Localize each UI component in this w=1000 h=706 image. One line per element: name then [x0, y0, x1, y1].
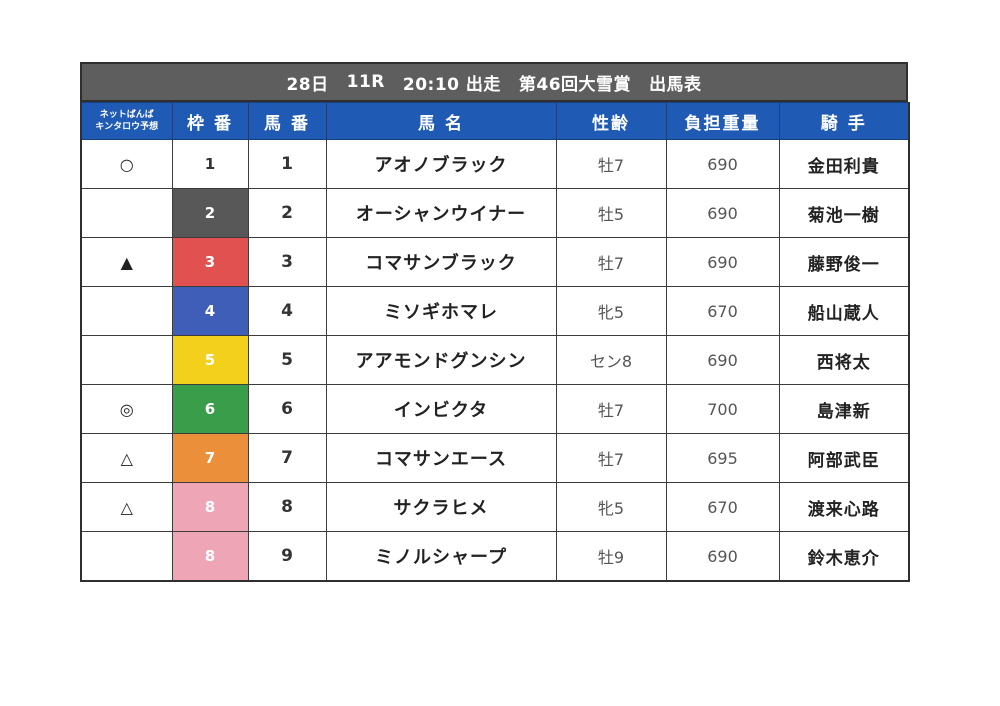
carried-weight: 695	[665, 433, 780, 483]
waku-number: 1	[171, 139, 249, 189]
horse-number: 3	[247, 237, 327, 287]
horse-name: サクラヒメ	[325, 482, 557, 532]
horse-name: オーシャンウイナー	[325, 188, 557, 238]
prediction-mark: ◎	[80, 384, 173, 434]
horse-name: ミソギホマレ	[325, 286, 557, 336]
waku-number: 8	[171, 531, 249, 582]
jockey-name: 阿部武臣	[778, 433, 910, 483]
horse-number: 5	[247, 335, 327, 385]
horse-name: コマサンブラック	[325, 237, 557, 287]
race-name: 第46回大雪賞	[518, 74, 632, 95]
sex-age: 牡7	[555, 237, 667, 287]
race-number: 11R	[346, 72, 385, 92]
race-day: 28日	[286, 74, 329, 95]
header-umaban: 馬 番	[247, 102, 327, 140]
carried-weight: 670	[665, 286, 780, 336]
prediction-mark	[80, 531, 173, 582]
prediction-mark	[80, 286, 173, 336]
table-row: △ 7 7 コマサンエース 牡7 695 阿部武臣	[80, 433, 910, 483]
post-time: 20:10 出走	[402, 74, 501, 95]
carried-weight: 690	[665, 531, 780, 582]
entry-table: ネットばんば キンタロウ予想 枠 番 馬 番 馬 名 性齢 負担重量 騎 手 ○…	[80, 102, 910, 582]
header-prediction-line2: キンタロウ予想	[95, 122, 159, 132]
header-horse: 馬 名	[325, 102, 557, 140]
jockey-name: 菊池一樹	[778, 188, 910, 238]
header-row: ネットばんば キンタロウ予想 枠 番 馬 番 馬 名 性齢 負担重量 騎 手	[80, 102, 910, 140]
waku-number: 6	[171, 384, 249, 434]
header-waku: 枠 番	[171, 102, 249, 140]
sex-age: 牡7	[555, 139, 667, 189]
carried-weight: 690	[665, 188, 780, 238]
horse-number: 6	[247, 384, 327, 434]
jockey-name: 西将太	[778, 335, 910, 385]
prediction-mark: △	[80, 482, 173, 532]
carried-weight: 690	[665, 139, 780, 189]
sex-age: 牡7	[555, 384, 667, 434]
sex-age: 牡5	[555, 188, 667, 238]
race-card-sheet: 28日 11R 20:10 出走 第46回大雪賞 出馬表 ネットばんば キンタロ…	[80, 62, 910, 582]
jockey-name: 鈴木恵介	[778, 531, 910, 582]
table-row: 4 4 ミソギホマレ 牝5 670 船山蔵人	[80, 286, 910, 336]
table-row: 8 9 ミノルシャープ 牡9 690 鈴木恵介	[80, 531, 910, 582]
prediction-mark	[80, 188, 173, 238]
jockey-name: 渡来心路	[778, 482, 910, 532]
horse-number: 1	[247, 139, 327, 189]
waku-number: 3	[171, 237, 249, 287]
header-prediction-line1: ネットばんば	[99, 110, 154, 120]
prediction-mark: ○	[80, 139, 173, 189]
card-label: 出馬表	[649, 74, 702, 95]
header-sex-age: 性齢	[555, 102, 667, 140]
table-row: ○ 1 1 アオノブラック 牡7 690 金田利貴	[80, 139, 910, 189]
header-weight: 負担重量	[665, 102, 780, 140]
sex-age: 牡9	[555, 531, 667, 582]
horse-name: アアモンドグンシン	[325, 335, 557, 385]
horse-number: 2	[247, 188, 327, 238]
table-row: ▲ 3 3 コマサンブラック 牡7 690 藤野俊一	[80, 237, 910, 287]
jockey-name: 船山蔵人	[778, 286, 910, 336]
jockey-name: 金田利貴	[778, 139, 910, 189]
sex-age: 牝5	[555, 482, 667, 532]
carried-weight: 690	[665, 335, 780, 385]
table-row: △ 8 8 サクラヒメ 牝5 670 渡来心路	[80, 482, 910, 532]
carried-weight: 690	[665, 237, 780, 287]
sex-age: セン8	[555, 335, 667, 385]
prediction-mark	[80, 335, 173, 385]
table-row: 5 5 アアモンドグンシン セン8 690 西将太	[80, 335, 910, 385]
prediction-mark: ▲	[80, 237, 173, 287]
waku-number: 7	[171, 433, 249, 483]
prediction-mark: △	[80, 433, 173, 483]
jockey-name: 藤野俊一	[778, 237, 910, 287]
carried-weight: 700	[665, 384, 780, 434]
table-row: ◎ 6 6 インビクタ 牡7 700 島津新	[80, 384, 910, 434]
jockey-name: 島津新	[778, 384, 910, 434]
waku-number: 2	[171, 188, 249, 238]
waku-number: 4	[171, 286, 249, 336]
waku-number: 5	[171, 335, 249, 385]
horse-number: 4	[247, 286, 327, 336]
horse-number: 9	[247, 531, 327, 582]
sex-age: 牝5	[555, 286, 667, 336]
horse-number: 8	[247, 482, 327, 532]
header-jockey: 騎 手	[778, 102, 910, 140]
sex-age: 牡7	[555, 433, 667, 483]
horse-number: 7	[247, 433, 327, 483]
waku-number: 8	[171, 482, 249, 532]
horse-name: コマサンエース	[325, 433, 557, 483]
header-prediction: ネットばんば キンタロウ予想	[80, 102, 173, 140]
horse-name: ミノルシャープ	[325, 531, 557, 582]
table-row: 2 2 オーシャンウイナー 牡5 690 菊池一樹	[80, 188, 910, 238]
race-title-bar: 28日 11R 20:10 出走 第46回大雪賞 出馬表	[80, 62, 908, 102]
horse-name: インビクタ	[325, 384, 557, 434]
horse-name: アオノブラック	[325, 139, 557, 189]
carried-weight: 670	[665, 482, 780, 532]
